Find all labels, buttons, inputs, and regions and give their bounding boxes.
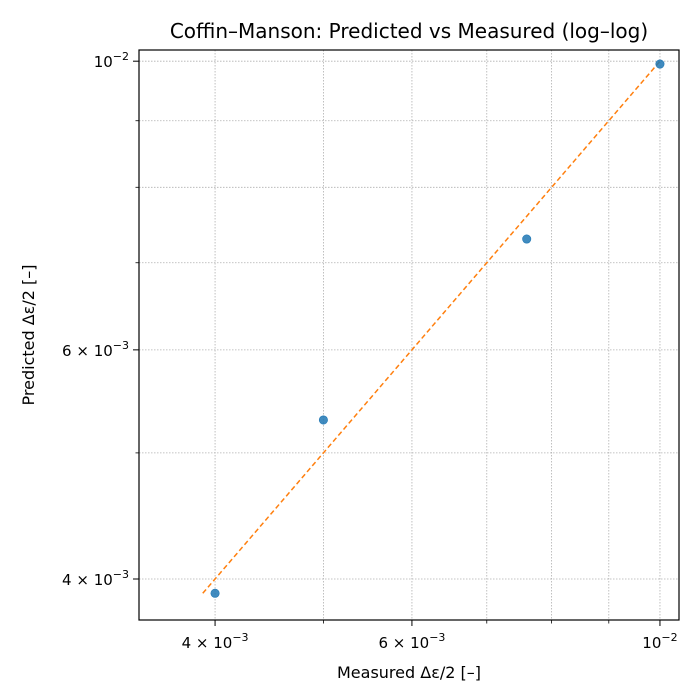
- x-tick-label: 6 × 10−3: [378, 631, 445, 652]
- reference-line: [202, 60, 661, 594]
- x-axis-label: Measured Δε/2 [–]: [337, 663, 481, 682]
- y-tick-label: 4 × 10−3: [62, 568, 129, 589]
- plot-frame: [138, 49, 680, 621]
- grid: [139, 50, 679, 620]
- chart-title: Coffin–Manson: Predicted vs Measured (lo…: [170, 19, 648, 43]
- plot-data: [202, 59, 665, 598]
- y-tick-label: 10−2: [94, 50, 129, 71]
- y-tick-label: 6 × 10−3: [62, 339, 129, 360]
- scatter-point: [210, 588, 220, 598]
- x-tick-label: 4 × 10−3: [182, 631, 249, 652]
- x-tick-label: 10−2: [642, 631, 677, 652]
- scatter-point: [522, 234, 532, 244]
- y-axis-label: Predicted Δε/2 [–]: [19, 265, 38, 406]
- scatter-point: [318, 415, 328, 425]
- scatter-point: [655, 59, 665, 69]
- axis-ticks: 4 × 10−3 6 × 10−3 10−2 4 × 10−3 6 × 10−3 10−2: [62, 50, 678, 652]
